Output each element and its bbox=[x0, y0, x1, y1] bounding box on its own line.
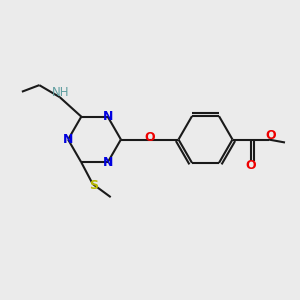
Text: O: O bbox=[246, 159, 256, 172]
Text: S: S bbox=[89, 179, 98, 192]
Text: N: N bbox=[103, 110, 113, 123]
Text: O: O bbox=[265, 129, 276, 142]
Text: N: N bbox=[63, 133, 73, 146]
Text: N: N bbox=[103, 156, 113, 169]
Text: NH: NH bbox=[52, 86, 70, 99]
Text: O: O bbox=[144, 131, 155, 144]
